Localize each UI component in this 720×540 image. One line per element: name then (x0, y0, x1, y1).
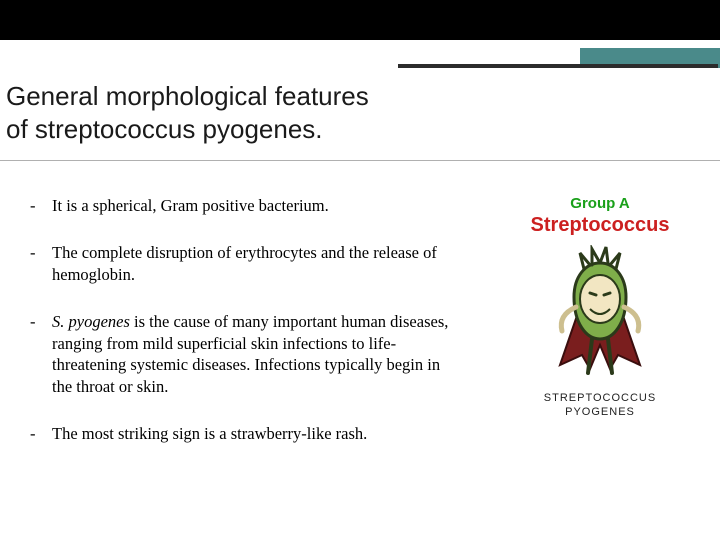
figure-caption: STREPTOCOCCUS PYOGENES (500, 391, 700, 420)
bullet-text: S. pyogenes is the cause of many importa… (52, 312, 448, 395)
title-line-1: General morphological features (6, 81, 369, 111)
bullet-item: The complete disruption of erythrocytes … (30, 242, 460, 285)
bullet-item: It is a spherical, Gram positive bacteri… (30, 195, 460, 216)
header-dark-bar (0, 0, 720, 40)
bullet-item: The most striking sign is a strawberry-l… (30, 423, 460, 444)
caption-line-2: PYOGENES (565, 406, 635, 418)
header-underline (398, 64, 718, 68)
bullet-text: The complete disruption of erythrocytes … (52, 243, 437, 283)
slide-title: General morphological features of strept… (6, 80, 416, 145)
title-divider (0, 160, 720, 161)
title-line-2: of streptococcus pyogenes. (6, 114, 323, 144)
figure-panel: Group A Streptococcus STREPTOCOCCUS PYOG… (500, 195, 700, 420)
bullet-list: It is a spherical, Gram positive bacteri… (30, 195, 460, 471)
bullet-text: It is a spherical, Gram positive bacteri… (52, 196, 329, 215)
figure-strep-label: Streptococcus (500, 214, 700, 237)
mascot-icon (540, 245, 660, 385)
caption-line-1: STREPTOCOCCUS (544, 392, 656, 404)
figure-group-label: Group A (500, 195, 700, 212)
bullet-item: S. pyogenes is the cause of many importa… (30, 311, 460, 397)
header-decor (0, 0, 720, 70)
bullet-text: The most striking sign is a strawberry-l… (52, 424, 367, 443)
italic-phrase: S. pyogenes (52, 312, 130, 331)
